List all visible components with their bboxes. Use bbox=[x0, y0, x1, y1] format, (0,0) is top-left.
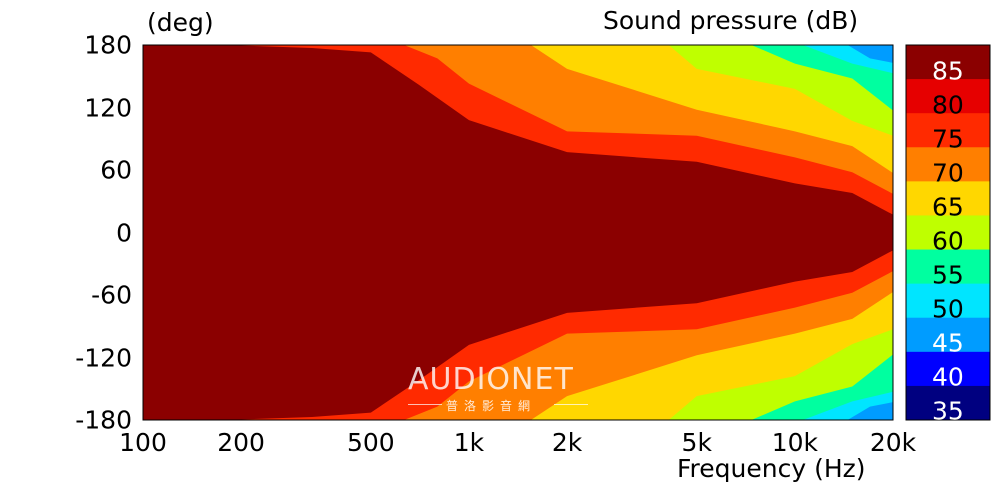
colorbar-border bbox=[905, 44, 991, 421]
colorbar-tick-label: 75 bbox=[932, 124, 964, 154]
colorbar-swatch-75 bbox=[906, 113, 990, 148]
watermark-line-right bbox=[554, 404, 588, 405]
x-tick-label: 1k bbox=[453, 428, 485, 457]
colorbar-tick-label: 55 bbox=[932, 260, 964, 290]
colorbar-swatch-45 bbox=[906, 317, 990, 353]
y-tick-label: 180 bbox=[84, 30, 132, 60]
colorbar-swatch-80 bbox=[906, 79, 990, 114]
colorbar-swatch-85 bbox=[906, 45, 990, 80]
x-tick-label: 200 bbox=[217, 428, 265, 457]
colorbar-swatch-50 bbox=[906, 283, 990, 319]
colorbar-label: Sound pressure (dB) bbox=[603, 6, 859, 35]
colorbar-swatch-55 bbox=[906, 249, 990, 285]
colorbar-tick-label: 80 bbox=[932, 90, 964, 120]
x-tick-label: 20k bbox=[869, 428, 917, 457]
y-tick-label: 120 bbox=[84, 93, 132, 122]
y-tick-label: 60 bbox=[100, 155, 132, 185]
colorbar-tick-label: 60 bbox=[932, 226, 964, 256]
x-tick-label: 2k bbox=[551, 428, 583, 457]
colorbar-swatch-60 bbox=[906, 215, 990, 251]
colorbar-tick-label: 50 bbox=[932, 294, 964, 324]
colorbar-tick-label: 65 bbox=[932, 192, 964, 222]
x-tick-label: 500 bbox=[346, 428, 395, 457]
x-tick-label: 100 bbox=[119, 428, 167, 457]
colorbar bbox=[905, 44, 991, 421]
colorbar-swatch-35 bbox=[906, 385, 990, 421]
x-tick-label: 5k bbox=[681, 428, 712, 457]
y-axis-label: (deg) bbox=[147, 8, 214, 37]
y-tick-label: 0 bbox=[116, 218, 132, 247]
axes bbox=[142, 44, 894, 421]
colorbar-swatch-40 bbox=[906, 351, 990, 387]
watermark-line-left bbox=[408, 404, 442, 405]
colorbar-swatch-65 bbox=[906, 181, 990, 216]
watermark-text: AUDIONET bbox=[408, 362, 574, 397]
colorbar-tick-label: 85 bbox=[932, 56, 964, 86]
colorbar-tick-label: 35 bbox=[932, 396, 964, 426]
colorbar-swatch-70 bbox=[906, 147, 990, 182]
x-axis-label: Frequency (Hz) bbox=[677, 454, 866, 483]
y-tick-label: -180 bbox=[75, 405, 132, 435]
y-tick-label: -60 bbox=[91, 280, 132, 310]
plot-border bbox=[142, 44, 894, 421]
contour-band-50-lower bbox=[842, 402, 893, 420]
colorbar-tick-label: 70 bbox=[932, 158, 964, 188]
watermark-subtext: 普洛影音網 bbox=[446, 399, 537, 413]
plot-area bbox=[143, 45, 893, 420]
x-tick-label: 10k bbox=[771, 428, 819, 457]
colorbar-tick-label: 40 bbox=[932, 362, 964, 392]
colorbar-tick-label: 45 bbox=[932, 328, 964, 358]
y-tick-label: -120 bbox=[75, 343, 132, 372]
contour-band-50-upper bbox=[842, 45, 893, 63]
